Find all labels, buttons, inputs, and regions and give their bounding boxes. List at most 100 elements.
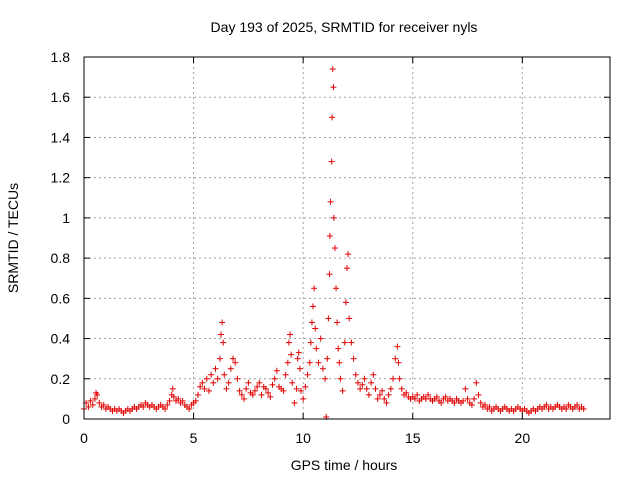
data-point <box>468 401 475 408</box>
data-point <box>396 375 403 382</box>
data-point <box>296 365 303 372</box>
data-point <box>350 355 357 362</box>
data-point <box>85 403 92 410</box>
data-point <box>319 365 326 372</box>
y-tick-label: 1.8 <box>51 49 71 65</box>
data-point <box>212 365 219 372</box>
data-point <box>166 397 173 404</box>
data-point <box>354 379 361 386</box>
data-point <box>197 383 204 390</box>
data-point <box>203 375 210 382</box>
data-point <box>216 355 223 362</box>
data-point <box>219 319 226 326</box>
data-point <box>359 381 366 388</box>
data-point <box>192 397 199 404</box>
data-point <box>344 265 350 272</box>
data-point <box>285 339 292 346</box>
data-point <box>230 355 237 362</box>
data-point <box>330 214 337 221</box>
data-point <box>294 355 301 362</box>
data-point <box>370 371 377 378</box>
data-point <box>282 371 289 378</box>
data-point <box>433 393 440 400</box>
points-layer <box>81 66 587 420</box>
y-axis-label: SRMTID / TECUs <box>5 183 21 293</box>
data-point <box>251 387 258 394</box>
data-point <box>140 403 147 410</box>
x-tick-label: 0 <box>80 430 88 446</box>
data-point <box>394 343 401 350</box>
data-point <box>199 379 206 386</box>
data-point <box>374 395 381 402</box>
data-point <box>580 405 587 412</box>
data-point <box>365 391 372 398</box>
data-point <box>307 339 314 346</box>
data-point <box>486 403 493 410</box>
data-point <box>385 391 392 398</box>
data-point <box>334 319 341 326</box>
data-point <box>329 66 336 73</box>
data-point <box>249 391 256 398</box>
data-point <box>313 345 320 352</box>
data-point <box>220 339 227 346</box>
data-point <box>210 379 217 386</box>
data-point <box>271 375 278 382</box>
data-point <box>223 385 230 392</box>
data-point <box>387 385 394 392</box>
data-point <box>194 391 201 398</box>
data-point <box>164 401 171 408</box>
x-axis-label: GPS time / hours <box>291 457 398 473</box>
data-point <box>438 399 445 406</box>
data-point <box>345 251 352 258</box>
data-point <box>87 397 94 404</box>
data-point <box>341 339 348 346</box>
data-point <box>221 371 228 378</box>
data-point <box>357 385 364 392</box>
data-point <box>372 385 379 392</box>
data-point <box>234 375 241 382</box>
data-point <box>297 387 304 394</box>
data-point <box>348 339 355 346</box>
data-point <box>227 365 234 372</box>
data-point <box>363 385 370 392</box>
data-point <box>324 355 331 362</box>
data-point <box>464 395 471 402</box>
data-point <box>243 385 250 392</box>
data-point <box>306 359 313 366</box>
data-point <box>368 379 375 386</box>
y-tick-label: 1 <box>62 210 70 226</box>
data-point <box>361 375 368 382</box>
data-point <box>411 395 418 402</box>
data-point <box>403 389 410 396</box>
data-point <box>205 387 212 394</box>
data-point <box>328 158 335 165</box>
data-point <box>254 383 261 390</box>
data-point <box>304 371 311 378</box>
data-point <box>383 399 390 406</box>
y-tick-label: 0.2 <box>51 371 71 387</box>
data-point <box>379 387 386 394</box>
data-point <box>162 405 169 412</box>
data-point <box>269 381 276 388</box>
data-point <box>310 303 317 310</box>
data-point <box>336 359 343 366</box>
chart-title: Day 193 of 2025, SRMTID for receiver nyl… <box>211 19 478 35</box>
data-point <box>471 395 478 402</box>
data-point <box>288 351 295 358</box>
data-point <box>327 198 334 205</box>
data-point <box>170 393 177 400</box>
data-point <box>308 319 315 326</box>
data-point <box>312 325 319 332</box>
data-point <box>280 387 287 394</box>
y-tick-label: 0 <box>62 411 70 427</box>
data-point <box>425 391 432 398</box>
data-point <box>543 401 550 408</box>
data-point <box>563 405 570 412</box>
x-tick-label: 10 <box>295 430 311 446</box>
y-tick-label: 1.4 <box>51 129 71 145</box>
y-tick-label: 0.6 <box>51 290 71 306</box>
data-point <box>258 391 265 398</box>
data-point <box>311 285 318 292</box>
data-point <box>473 379 480 386</box>
